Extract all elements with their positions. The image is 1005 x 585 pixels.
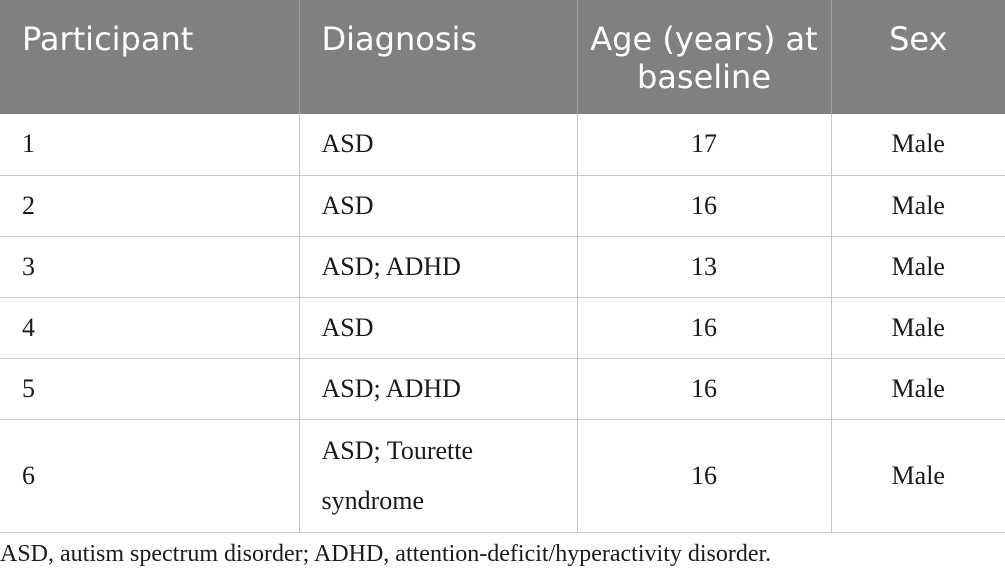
cell-sex: Male [830,358,1005,420]
cell-diagnosis: ASD; Tourette syndrome [298,419,577,533]
participants-table: Participant Diagnosis Age (years) at bas… [0,0,1005,533]
cell-diagnosis: ASD [298,114,577,176]
cell-participant: 5 [0,358,299,420]
table-footnote: ASD, autism spectrum disorder; ADHD, att… [0,541,772,567]
header-row: Participant Diagnosis Age (years) at bas… [0,0,1005,114]
cell-sex: Male [830,114,1005,176]
cell-diagnosis: ASD [298,297,577,359]
header-sex: Sex [830,0,1005,114]
cell-diagnosis: ASD; ADHD [298,358,577,420]
cell-age: 16 [576,297,831,359]
cell-diagnosis: ASD; ADHD [298,236,577,298]
table-row: 2 ASD 16 Male [0,175,1005,237]
cell-age: 13 [576,236,831,298]
cell-age: 17 [576,114,831,176]
cell-participant: 2 [0,175,299,237]
cell-sex: Male [830,175,1005,237]
table-header: Participant Diagnosis Age (years) at bas… [0,0,1005,114]
cell-sex: Male [830,236,1005,298]
table-row: 4 ASD 16 Male [0,297,1005,359]
header-diagnosis: Diagnosis [298,0,577,114]
cell-age: 16 [576,358,831,420]
cell-sex: Male [830,297,1005,359]
table-row: 6 ASD; Tourette syndrome 16 Male [0,419,1005,533]
table-row: 5 ASD; ADHD 16 Male [0,358,1005,420]
cell-age: 16 [576,175,831,237]
cell-diagnosis: ASD [298,175,577,237]
table-row: 3 ASD; ADHD 13 Male [0,236,1005,298]
table-row: 1 ASD 17 Male [0,114,1005,176]
header-participant: Participant [0,0,299,114]
table-body: 1 ASD 17 Male 2 ASD 16 Male 3 ASD; ADHD … [0,114,1005,533]
cell-participant: 4 [0,297,299,359]
cell-age: 16 [576,419,831,533]
header-age: Age (years) at baseline [576,0,831,114]
cell-participant: 6 [0,419,299,533]
cell-participant: 1 [0,114,299,176]
cell-participant: 3 [0,236,299,298]
cell-sex: Male [830,419,1005,533]
